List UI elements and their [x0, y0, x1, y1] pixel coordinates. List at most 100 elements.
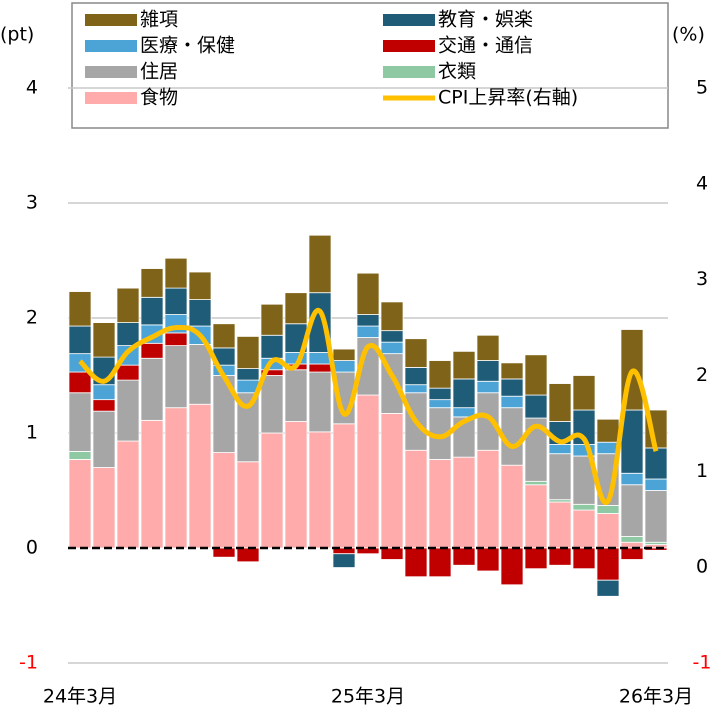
- bar-segment: [428, 399, 452, 409]
- bar-segment: [92, 467, 116, 549]
- bar-segment: [92, 410, 116, 468]
- y2-tick-label: 2: [696, 364, 708, 386]
- bar-segment: [188, 403, 212, 549]
- bar-segment: [140, 296, 164, 326]
- bar-segment: [68, 392, 92, 452]
- bar-segment: [548, 547, 572, 566]
- bar-segment: [356, 272, 380, 315]
- bar-segment: [236, 335, 260, 369]
- bar-segment: [236, 461, 260, 549]
- bar-segment: [212, 547, 236, 558]
- bar-segment: [572, 547, 596, 570]
- bar-segment: [308, 234, 332, 294]
- bar-segment: [452, 350, 476, 380]
- bar-segment: [68, 459, 92, 549]
- bar-segment: [380, 413, 404, 549]
- bar-segment: [188, 271, 212, 301]
- bar-segment: [188, 299, 212, 327]
- bar-segment: [308, 371, 332, 433]
- bar-segment: [308, 431, 332, 549]
- bar-segment: [188, 344, 212, 405]
- legend-swatch: [85, 92, 137, 104]
- bar-segment: [476, 380, 500, 394]
- bar-segment: [644, 478, 668, 491]
- bar-segment: [548, 453, 572, 501]
- bar-segment: [380, 301, 404, 332]
- bar-segment: [260, 432, 284, 549]
- legend-label: 交通・通信: [438, 35, 533, 57]
- legend-swatch: [383, 66, 435, 78]
- bar-segment: [308, 363, 332, 373]
- y-tick-label: 0: [26, 537, 38, 559]
- bar-segment: [476, 334, 500, 361]
- bar-segment: [140, 419, 164, 549]
- bar-segment: [404, 547, 428, 578]
- bar-segment: [308, 352, 332, 365]
- bar-segment: [164, 407, 188, 549]
- bar-segment: [164, 257, 188, 289]
- bar-segment: [572, 509, 596, 549]
- x-tick-label: 24年3月: [43, 686, 117, 708]
- bar-segment: [332, 423, 356, 549]
- legend-swatch: [383, 40, 435, 52]
- bar-segment: [68, 325, 92, 355]
- legend-label: CPI上昇率(右軸): [438, 87, 578, 109]
- bar-segment: [260, 375, 284, 434]
- y2-tick-label: 1: [696, 460, 708, 482]
- bar-segment: [164, 345, 188, 409]
- bar-segment: [620, 547, 644, 560]
- bar-segment: [500, 464, 524, 549]
- y-axis-label: (pt): [0, 24, 34, 46]
- bar-segment: [404, 338, 428, 368]
- bar-segment: [452, 456, 476, 549]
- bar-segment: [476, 449, 500, 549]
- bar-segment: [524, 480, 548, 486]
- bar-segment: [68, 450, 92, 460]
- y2-tick-label: 0: [696, 556, 708, 578]
- bar-segment: [116, 322, 140, 347]
- legend-swatch: [383, 14, 435, 26]
- bar-segment: [92, 399, 116, 412]
- bar-segment: [572, 503, 596, 511]
- y2-tick-label: 5: [696, 77, 708, 99]
- bar-segment: [644, 447, 668, 480]
- bar-segment: [524, 484, 548, 549]
- bar-segment: [596, 513, 620, 549]
- legend-swatch: [85, 66, 137, 78]
- bar-segment: [620, 536, 644, 543]
- bar-segment: [260, 303, 284, 336]
- bar-segment: [284, 421, 308, 549]
- bar-segment: [284, 369, 308, 422]
- bar-segment: [620, 484, 644, 537]
- bar-segment: [140, 357, 164, 421]
- bar-segment: [332, 360, 356, 373]
- y-tick-label: -1: [19, 652, 38, 674]
- x-tick-label: 25年3月: [331, 686, 405, 708]
- bar-segment: [452, 547, 476, 566]
- bar-segment: [500, 547, 524, 586]
- bar-segment: [92, 384, 116, 401]
- bar-segment: [260, 334, 284, 359]
- bar-segment: [380, 330, 404, 343]
- y-tick-label: 1: [26, 422, 38, 444]
- bar-segment: [332, 348, 356, 361]
- bar-segment: [116, 364, 140, 381]
- bar-segment: [476, 547, 500, 572]
- bar-segment: [572, 375, 596, 411]
- bar-segment: [116, 440, 140, 549]
- y-tick-label: 2: [26, 307, 38, 329]
- bar-segment: [500, 378, 524, 397]
- bar-segment: [524, 394, 548, 419]
- bar-segment: [140, 342, 164, 359]
- legend-swatch: [85, 40, 137, 52]
- bar-segment: [428, 459, 452, 549]
- cpi-line: [78, 308, 659, 506]
- legend-label: 衣類: [438, 61, 476, 83]
- bar-segment: [332, 553, 356, 568]
- bar-segment: [404, 367, 428, 386]
- bar-segment: [548, 444, 572, 455]
- bar-segment: [476, 360, 500, 382]
- y2-tick-label: 3: [696, 268, 708, 290]
- bar-segment: [356, 314, 380, 327]
- bar-segment: [596, 505, 620, 514]
